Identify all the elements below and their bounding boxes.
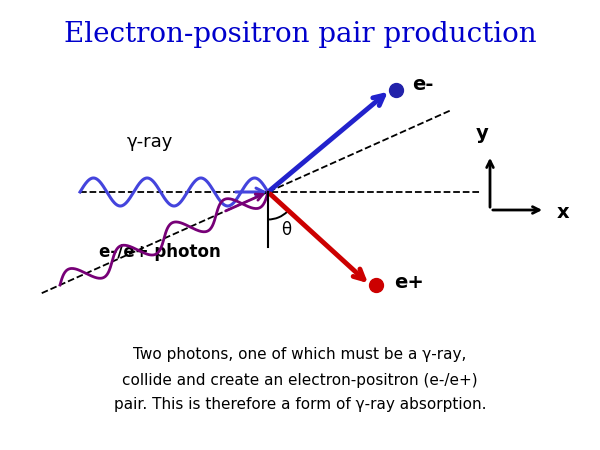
Text: pair. This is therefore a form of γ-ray absorption.: pair. This is therefore a form of γ-ray … bbox=[114, 397, 486, 413]
Text: e+: e+ bbox=[394, 273, 424, 292]
Text: x: x bbox=[557, 202, 569, 221]
Text: e-: e- bbox=[412, 76, 433, 94]
Text: Two photons, one of which must be a γ-ray,: Two photons, one of which must be a γ-ra… bbox=[133, 347, 467, 363]
Text: collide and create an electron-positron (e-/e+): collide and create an electron-positron … bbox=[122, 373, 478, 387]
Text: θ: θ bbox=[281, 221, 291, 239]
Text: e-/e+ photon: e-/e+ photon bbox=[99, 243, 221, 261]
Text: Electron-positron pair production: Electron-positron pair production bbox=[64, 22, 536, 49]
Text: y: y bbox=[476, 124, 488, 143]
Text: γ-ray: γ-ray bbox=[127, 133, 173, 151]
